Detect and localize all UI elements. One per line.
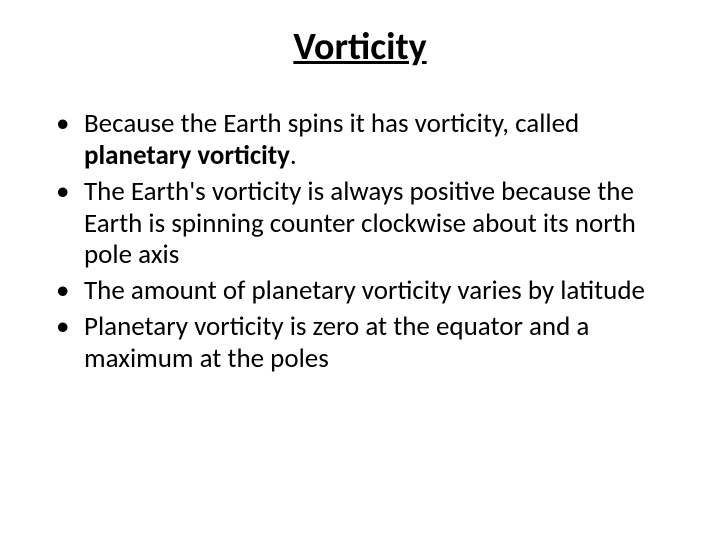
slide-container: Vorticity Because the Earth spins it has… (0, 0, 720, 540)
bullet-text-pre: The Earth's vorticity is always positive… (84, 175, 636, 272)
bullet-item: Because the Earth spins it has vorticity… (50, 108, 670, 172)
bullet-item: The Earth's vorticity is always positive… (50, 176, 670, 272)
bullet-item: Planetary vorticity is zero at the equat… (50, 311, 670, 375)
bullet-list: Because the Earth spins it has vorticity… (50, 108, 670, 375)
bullet-text-pre: The amount of planetary vorticity varies… (84, 274, 645, 307)
bullet-text-pre: Planetary vorticity is zero at the equat… (84, 310, 589, 375)
bullet-item: The amount of planetary vorticity varies… (50, 275, 670, 307)
bullet-text-post: . (290, 139, 297, 172)
slide-title: Vorticity (50, 24, 670, 70)
bullet-text-pre: Because the Earth spins it has vorticity… (84, 107, 579, 140)
bullet-text-bold: planetary vorticity (84, 139, 290, 172)
